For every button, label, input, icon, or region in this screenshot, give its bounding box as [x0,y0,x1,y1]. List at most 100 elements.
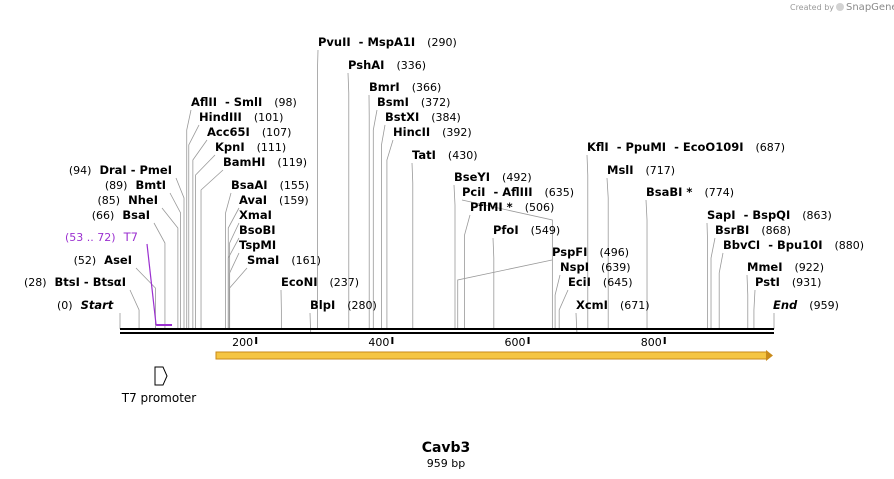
site-position: (159) [279,194,309,207]
site-label-bmti[interactable]: (89) BmtI [105,178,166,192]
orf-bar[interactable] [215,351,768,360]
site-position: (639) [601,261,631,274]
site-label-bseyi[interactable]: BseYI (492) [454,170,532,184]
site-label-drai[interactable]: (94) DraI - PmeI [69,163,172,177]
leader-line [200,169,224,329]
site-label-nspi[interactable]: NspI (639) [560,260,631,274]
site-label-bamhi[interactable]: BamHI (119) [223,155,307,169]
site-separator: - [84,275,89,289]
start-name: Start [81,298,114,312]
leader-line [317,49,319,329]
site-label-pfoi[interactable]: PfoI (549) [493,223,560,237]
site-name: XmaI [239,208,272,222]
site-label-tati[interactable]: TatI (430) [412,148,478,162]
site-label-asei[interactable]: (52) AseI [74,253,132,267]
site-name: PvuII [318,35,351,49]
site-name-2: BspQI [752,208,790,222]
site-label-msli[interactable]: MslI (717) [607,163,675,177]
site-label-aflii[interactable]: AflII - SmlI (98) [191,95,297,109]
leader-line [586,154,589,329]
site-name: BseYI [454,170,490,184]
site-label-btsi[interactable]: (28) BtsI - BtsαI [24,275,126,289]
site-position: (52) [74,254,97,267]
site-label-avai[interactable]: AvaI (159) [239,193,309,207]
site-name: KpnI [215,140,245,154]
t7-primer-bracket[interactable]: (53 .. 72) T7 [65,230,173,326]
site-name: BsaBI * [646,185,692,199]
site-label-mmei[interactable]: MmeI (922) [747,260,824,274]
site-label-econi[interactable]: EcoNI (237) [281,275,359,289]
credit-created-by: Created by [790,3,834,12]
leader-line [558,289,569,329]
site-label-tspmi[interactable]: TspMI [239,238,276,252]
site-name: PspFI [552,245,587,259]
site-label-acc65i[interactable]: Acc65I (107) [207,125,291,139]
site-name: PshAI [348,58,384,72]
site-position: (290) [427,36,457,49]
leader-line [153,222,166,329]
site-label-pspfi[interactable]: PspFI (496) [552,245,629,259]
leader-line [753,289,756,329]
leader-line [386,139,394,329]
leader-line [718,252,724,329]
site-label-kpni[interactable]: KpnI (111) [215,140,286,154]
site-label-bbvci[interactable]: BbvCI - Bpu10I (880) [723,238,864,252]
site-name-2: PpuMI [626,140,667,154]
site-label-kfli[interactable]: KflI - PpuMI - EcoO109I (687) [587,140,785,154]
site-label-pflmi[interactable]: PflMI * (506) [470,200,554,214]
site-label-psti[interactable]: PstI (931) [755,275,821,289]
site-label-bsobi[interactable]: BsoBI [239,223,276,237]
site-label-blpi[interactable]: BlpI (280) [310,298,377,312]
site-label-nhei[interactable]: (85) NheI [98,193,158,207]
site-label-sapi[interactable]: SapI - BspQI (863) [707,208,832,222]
site-position: (492) [502,171,532,184]
site-position: (372) [421,96,451,109]
leader-line [229,267,248,329]
site-label-pshai[interactable]: PshAI (336) [348,58,426,72]
site-label-bsabi[interactable]: BsaBI * (774) [646,185,734,199]
site-label-bsaai[interactable]: BsaAI (155) [231,178,309,192]
site-label-xmai[interactable]: XmaI [239,208,272,222]
site-name: AvaI [239,193,267,207]
site-label-bsmi[interactable]: BsmI (372) [377,95,450,109]
leader-line [457,259,553,329]
leader-line [606,177,609,329]
t7-promoter-feature[interactable]: T7 promoter [121,366,197,405]
site-name: BlpI [310,298,335,312]
site-name: EciI [568,275,591,289]
site-label-hindiii[interactable]: HindIII (101) [199,110,283,124]
site-name: NspI [560,260,589,274]
site-label-bsai[interactable]: (66) BsaI [92,208,150,222]
site-separator-2: - [674,140,679,154]
t7-promoter-arrow[interactable] [154,366,168,386]
site-label-xcmi[interactable]: XcmI (671) [576,298,650,312]
site-label-bmri[interactable]: BmrI (366) [369,80,441,94]
leader-line [169,192,181,329]
site-name-2: AflIII [502,185,532,199]
site-name-2: PmeI [140,163,173,177]
site-position: (880) [834,239,864,252]
leader-line [411,162,414,329]
site-label-pcii[interactable]: PciI - AflIII (635) [462,185,574,199]
site-separator: - [225,95,230,109]
sequence-title: Cavb3 [422,440,471,456]
leader-line [227,237,240,329]
leader-line [229,252,240,329]
site-separator: - [617,140,622,154]
site-label-pvuii[interactable]: PvuII - MspA1I (290) [318,35,457,49]
site-label-bstxi[interactable]: BstXI (384) [385,110,461,124]
site-label-bsrbi[interactable]: BsrBI (868) [715,223,791,237]
leader-line [746,274,749,329]
primer-leader [146,243,157,326]
orf-arrow[interactable] [215,350,773,361]
site-name: BsmI [377,95,409,109]
site-position: (98) [274,96,297,109]
leader-line [554,274,561,329]
site-label-ecii[interactable]: EciI (645) [568,275,633,289]
site-position: (336) [396,59,426,72]
leader-line [347,72,350,329]
site-label-hincii[interactable]: HincII (392) [393,125,472,139]
start-position: (0) [57,299,73,312]
site-label-smai[interactable]: SmaI (161) [247,253,321,267]
site-position: (863) [802,209,832,222]
